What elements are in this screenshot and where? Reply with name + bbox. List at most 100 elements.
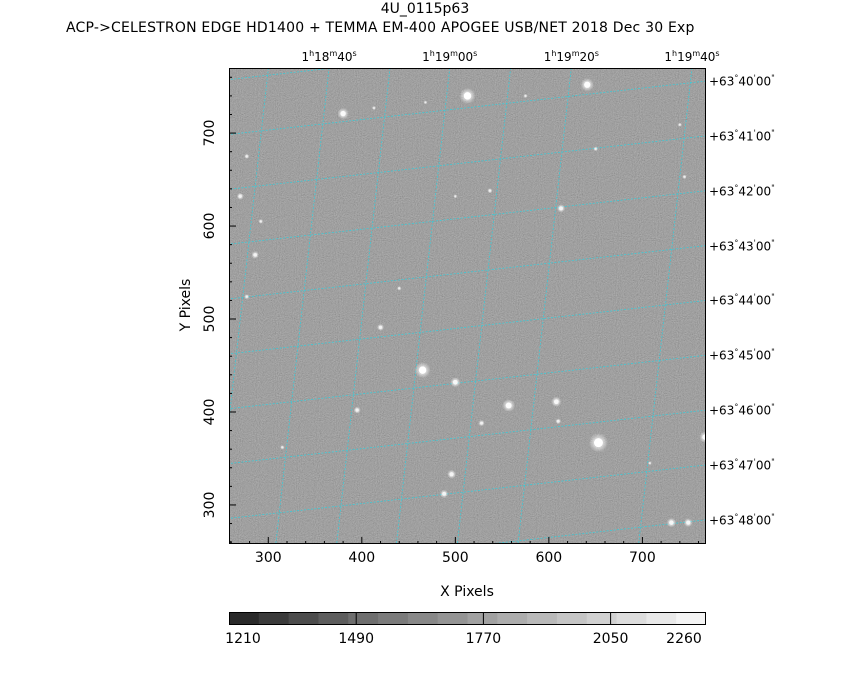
colorbar-segment (378, 612, 409, 625)
star (253, 253, 257, 257)
star (686, 520, 691, 525)
ra-label: 1h19m00s (422, 49, 478, 64)
colorbar-segment (467, 612, 498, 625)
ra-label: 1h19m20s (543, 49, 599, 64)
dec-label: +63°47'00" (709, 457, 775, 473)
star (340, 110, 346, 117)
colorbar-segment (407, 612, 439, 625)
colorbar-segment (348, 612, 379, 625)
colorbar-segment (646, 612, 677, 625)
star (259, 220, 262, 223)
dec-label: +63°48'00" (709, 512, 775, 528)
star (678, 123, 681, 126)
colorbar-segment (497, 612, 528, 625)
colorbar-tick-label: 1770 (465, 631, 502, 647)
stars-layer (236, 78, 711, 528)
colorbar-segment (676, 612, 707, 625)
dec-grid-line (228, 245, 707, 300)
dec-label: +63°45'00" (709, 347, 775, 363)
colorbar-tick-label: 2260 (666, 631, 702, 647)
colorbar-segment (586, 612, 618, 625)
y-tick-label: 600 (202, 212, 218, 240)
star (449, 472, 454, 477)
star (648, 462, 651, 465)
colorbar-segment (527, 612, 558, 625)
star (463, 92, 472, 100)
star (442, 491, 447, 496)
colorbar-tick-label: 1490 (338, 631, 375, 647)
ra-label: 1h19m40s (664, 49, 720, 64)
dec-grid-line (228, 464, 707, 519)
y-tick-label: 700 (202, 119, 218, 147)
colorbar-segment (437, 612, 468, 625)
ra-grid-line (456, 67, 512, 545)
dec-label: +63°46'00" (709, 402, 775, 418)
colorbar (228, 610, 707, 625)
colorbar-segment (556, 612, 588, 625)
image-noise (229, 68, 706, 544)
axis-ticks (229, 76, 700, 544)
colorbar-segment (318, 612, 349, 625)
dec-grid-line (228, 190, 707, 245)
star (594, 147, 597, 151)
colorbar-tick-label: 1210 (225, 631, 261, 647)
star (372, 107, 375, 109)
dec-grid-line (228, 300, 707, 355)
x-tick-label: 600 (535, 550, 563, 566)
chart-title: 4U_0115p63 (380, 1, 470, 17)
dec-label: +63°41'00" (709, 128, 775, 144)
star (238, 194, 242, 198)
x-tick-label: 300 (254, 550, 282, 566)
star (683, 175, 686, 178)
star (452, 379, 458, 385)
colorbar-segment (258, 612, 290, 625)
ra-grid-line (275, 67, 330, 545)
colorbar-segment (616, 612, 647, 625)
dec-grid-line (228, 409, 707, 464)
dec-label: +63°42'00" (709, 183, 775, 199)
colorbar-scale (228, 612, 707, 625)
star (454, 195, 457, 198)
colorbar-segment (229, 612, 260, 625)
ra-grid-line (336, 67, 391, 545)
star (669, 520, 674, 525)
x-tick-label: 400 (348, 550, 376, 566)
star (355, 408, 359, 412)
colorbar-tick-label: 2050 (592, 631, 629, 647)
star (424, 101, 427, 104)
y-tick-label: 500 (202, 305, 218, 333)
star (480, 421, 484, 425)
star (556, 419, 560, 423)
dec-grid-line (228, 80, 707, 135)
star (398, 287, 401, 290)
dec-grid-line (228, 135, 707, 190)
star (488, 189, 492, 192)
ra-grid-line (396, 67, 451, 545)
y-axis-label: Y Pixels (178, 278, 194, 332)
y-tick-label: 300 (202, 491, 218, 519)
star (245, 155, 248, 158)
dec-label: +63°43'00" (709, 238, 775, 254)
image-border (229, 68, 706, 544)
dec-label: +63°40'00" (709, 73, 775, 89)
image-frame[interactable] (94, 0, 711, 629)
x-tick-label: 700 (629, 550, 656, 566)
x-axis-label: X Pixels (440, 584, 494, 600)
dec-label: +63°44'00" (709, 292, 775, 308)
star (524, 94, 527, 97)
star (378, 325, 383, 330)
ra-label: 1h18m40s (301, 49, 357, 64)
star (505, 402, 512, 409)
star (418, 366, 427, 374)
sky-image[interactable] (94, 0, 711, 629)
star (584, 81, 591, 88)
chart-subtitle: ACP->CELESTRON EDGE HD1400 + TEMMA EM-40… (66, 20, 695, 36)
y-tick-label: 400 (202, 398, 218, 426)
star (553, 399, 559, 405)
ra-grid-line (638, 67, 693, 545)
star (559, 206, 563, 211)
colorbar-segment (288, 612, 319, 625)
star (245, 295, 248, 298)
star (593, 438, 603, 448)
x-tick-label: 500 (441, 550, 469, 566)
